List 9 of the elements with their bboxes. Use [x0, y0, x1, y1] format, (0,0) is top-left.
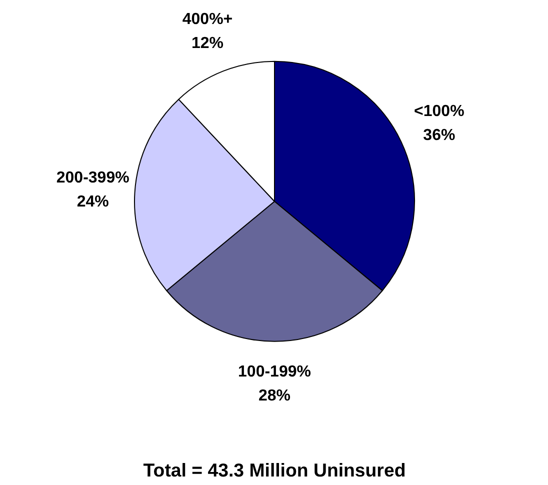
data-label: 36% [423, 127, 456, 144]
slice-label: <100% [414, 103, 464, 120]
slice-label: 100-199% [238, 364, 311, 381]
text: Total = 43.3 Million Uninsured [143, 460, 406, 480]
data-label: 12% [191, 34, 224, 52]
slice-label: 200-399% [56, 169, 130, 186]
data-label: 24% [76, 193, 109, 210]
data-label: 28% [258, 388, 291, 405]
slice-label: 400%+ [182, 10, 233, 28]
